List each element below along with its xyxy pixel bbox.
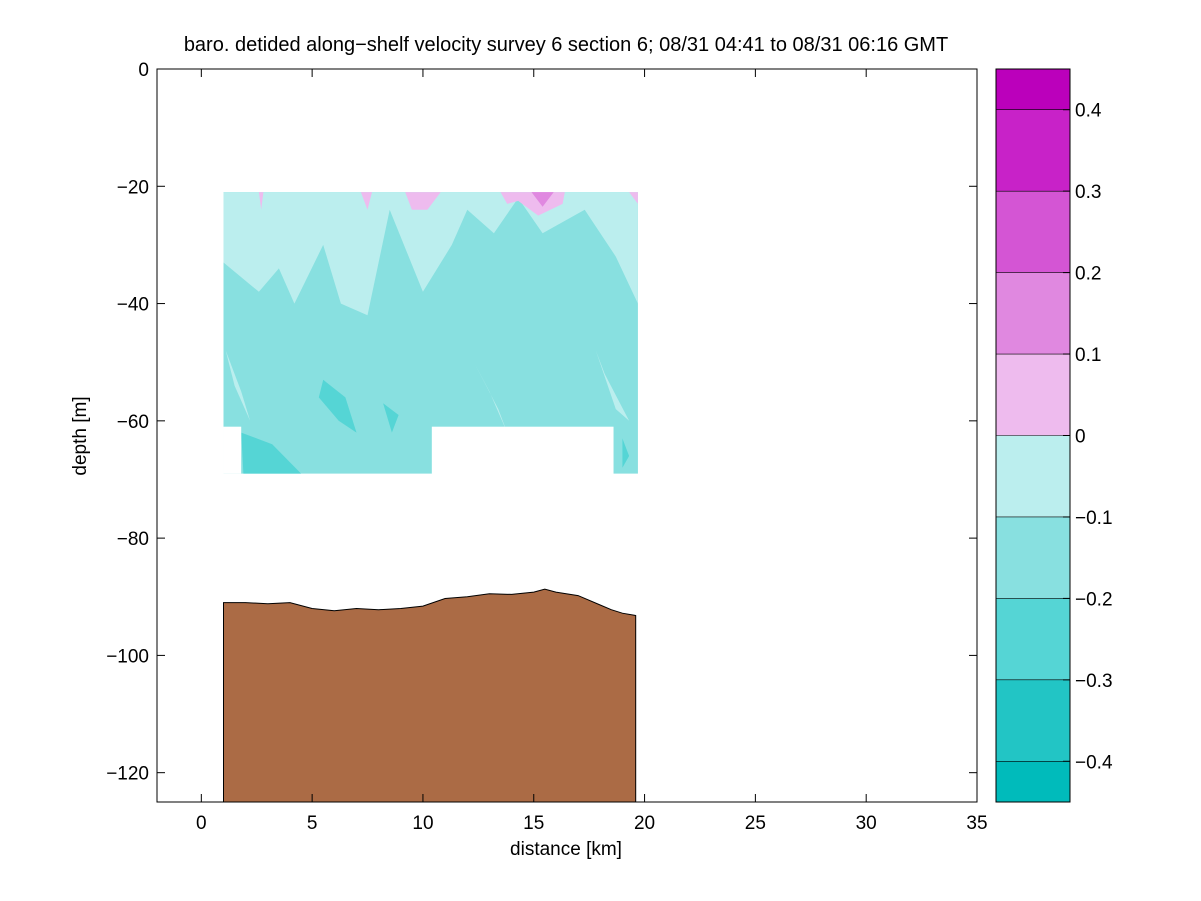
colorbar-swatch [996,69,1070,110]
contour-region [258,192,264,210]
y-tick-label: −100 [106,646,149,667]
x-tick-label: 5 [307,813,318,834]
contour-region [223,192,638,316]
plot-area [223,192,638,802]
x-tick-label: 30 [856,813,877,834]
colorbar-tick-label: 0.3 [1075,182,1101,203]
velocity-contours [223,192,638,475]
x-tick-label: 10 [412,813,433,834]
x-tick-label: 0 [196,813,207,834]
x-axis: 0 5 10 15 20 25 30 35 [196,69,988,834]
colorbar-swatch [996,516,1070,599]
colorbar-swatch [996,191,1070,273]
colorbar-tick-label: −0.3 [1075,671,1113,692]
y-tick-label: −80 [117,529,149,550]
y-tick-label: 0 [138,60,149,81]
x-tick-label: 25 [745,813,766,834]
blank-window [431,426,614,475]
x-axis-label: distance [km] [510,839,622,860]
colorbar-tick-label: 0.2 [1075,264,1101,285]
bathymetry [223,588,637,802]
contour-region [622,438,630,468]
y-tick-label: −60 [117,412,149,433]
y-tick-label: −120 [106,764,149,785]
contour-region [318,379,357,433]
colorbar-tick-label: −0.1 [1075,508,1113,529]
x-tick-label: 20 [634,813,655,834]
colorbar-swatch [996,761,1070,802]
contour-region [225,350,251,421]
x-tick-label: 35 [966,813,987,834]
contour-region [629,192,638,204]
x-tick-label: 15 [523,813,544,834]
seabed [223,588,637,802]
chart-title: baro. detided along−shelf velocity surve… [184,34,948,56]
colorbar-tick-label: −0.4 [1075,752,1113,773]
colorbar-tick-label: 0 [1075,427,1086,448]
blank-corner [223,426,242,474]
y-tick-label: −20 [117,177,149,198]
contour-region [241,432,302,474]
colorbar-swatch [996,272,1070,355]
plot-frame [156,68,978,803]
colorbar: −0.4 −0.3 −0.2 −0.1 0 0.1 0.2 0.3 0.4 [995,68,1113,803]
colorbar-tick-label: −0.2 [1075,589,1113,610]
colorbar-tick-label: 0.4 [1075,101,1102,122]
contour-region [383,403,399,433]
y-axis-label: depth [m] [70,396,91,475]
colorbar-swatch [996,598,1070,680]
y-tick-label: −40 [117,295,149,316]
contour-region [405,192,441,210]
colorbar-swatch [996,679,1070,762]
colorbar-swatch [996,354,1070,436]
contour-region [531,192,554,207]
colorbar-swatch [996,435,1070,517]
y-axis: 0 −20 −40 −60 −80 −100 −120 [106,60,977,785]
colorbar-swatch [996,109,1070,192]
contour-region [360,192,372,210]
colorbar-tick-label: 0.1 [1075,345,1101,366]
